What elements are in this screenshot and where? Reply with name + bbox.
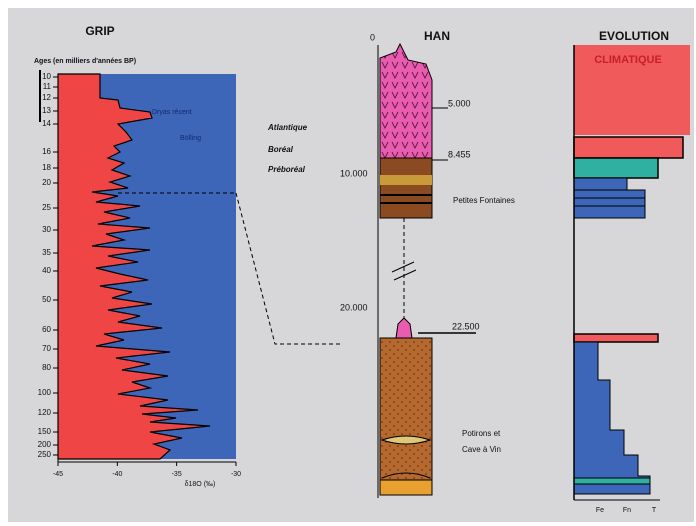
cold-bar (574, 190, 645, 218)
site-label: Potirons et (462, 429, 501, 438)
y-tick-label: 70 (42, 344, 51, 353)
y-tick-label: 25 (42, 203, 51, 212)
date-label: 5.000 (448, 98, 471, 108)
scale-label: Fe (596, 507, 604, 514)
evolution-title: EVOLUTION (599, 29, 669, 43)
y-tick-label: 150 (38, 427, 52, 436)
scale-label: Fn (623, 507, 631, 514)
y-tick-label: 250 (38, 450, 52, 459)
y-tick-label: 20 (42, 178, 51, 187)
site-label: Cave à Vin (462, 445, 501, 454)
y-tick-label: 80 (42, 363, 51, 372)
y-tick-label: 10 (42, 72, 51, 81)
y-tick-label: 30 (42, 225, 51, 234)
site-label: Petites Fontaines (453, 196, 515, 205)
grip-title: GRIP (85, 24, 114, 38)
date-label: 8.455 (448, 149, 471, 159)
cold-bar (574, 178, 627, 190)
scale-label: T (652, 507, 657, 514)
period-label: Boréal (268, 145, 294, 154)
y-tick-label: 120 (38, 408, 52, 417)
han-title: HAN (424, 29, 450, 43)
y-tick-label: 13 (42, 106, 51, 115)
depth-label: 20.000 (340, 302, 368, 312)
figure: GRIP Ages (en milliers d'années BP) δ18O… (0, 0, 696, 526)
warm-bar (574, 137, 683, 158)
y-tick-label: 200 (38, 440, 52, 449)
y-tick-label: 14 (42, 119, 51, 128)
x-tick-label: -30 (231, 471, 241, 478)
y-tick-label: 12 (42, 93, 51, 102)
period-label: Atlantique (267, 123, 308, 132)
temperate-bar (574, 158, 658, 178)
y-tick-label: 16 (42, 147, 51, 156)
layer (380, 158, 432, 218)
depth-label: 0 (370, 32, 375, 42)
layer (380, 175, 432, 185)
layer (380, 338, 432, 495)
x-tick-label: -35 (172, 471, 182, 478)
y-tick-label: 100 (38, 388, 52, 397)
x-tick-label: -40 (112, 471, 122, 478)
y-tick-label: 11 (43, 82, 52, 91)
y-tick-label: 40 (42, 266, 51, 275)
annotation: Dryas récent (152, 109, 192, 116)
warm-bar (574, 334, 658, 342)
evolution-subtitle: CLIMATIQUE (594, 54, 662, 66)
y-tick-label: 50 (42, 295, 51, 304)
depth-label: 10.000 (340, 168, 368, 178)
temperate-bar (574, 478, 650, 484)
y-axis-label: Ages (en milliers d'années BP) (34, 58, 136, 65)
y-tick-label: 18 (42, 163, 51, 172)
layer (380, 480, 432, 495)
x-tick-label: -45 (53, 471, 63, 478)
x-axis-label: δ18O (‰) (185, 481, 216, 488)
period-label: Préboréal (268, 165, 306, 174)
annotation: Bölling (180, 135, 201, 142)
date-label: 22.500 (452, 321, 480, 331)
y-tick-label: 60 (42, 325, 51, 334)
y-tick-label: 35 (42, 248, 51, 257)
